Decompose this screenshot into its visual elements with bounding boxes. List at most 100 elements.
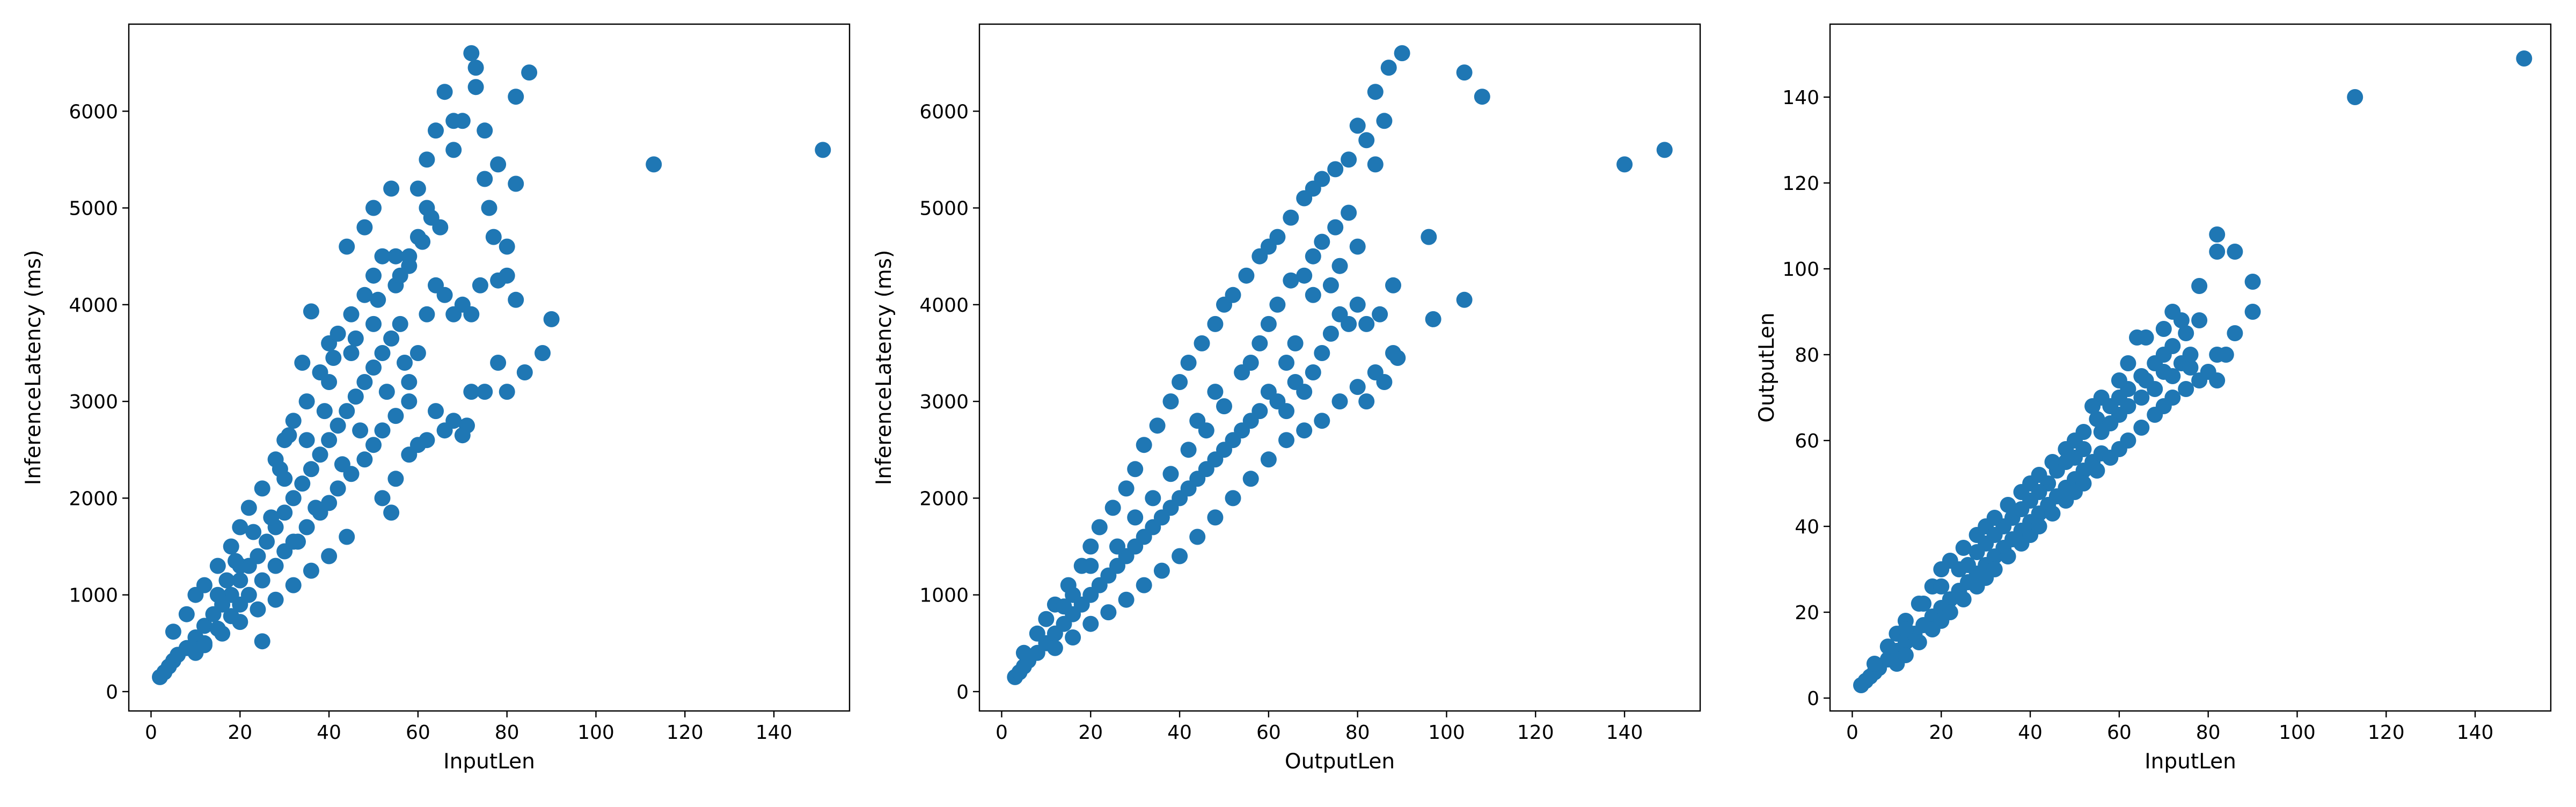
- data-point: [419, 151, 435, 168]
- x-tick-label: 60: [1256, 722, 1281, 744]
- data-point: [1897, 621, 1914, 637]
- x-tick-label: 80: [2196, 722, 2221, 744]
- x-tick-label: 20: [1078, 722, 1103, 744]
- data-point: [209, 557, 226, 574]
- x-tick-label: 40: [2018, 722, 2043, 744]
- data-point: [321, 432, 338, 449]
- data-point: [2347, 89, 2363, 105]
- data-point: [1180, 442, 1197, 458]
- data-point: [383, 504, 400, 521]
- data-point: [272, 461, 288, 478]
- data-point: [1942, 604, 1958, 620]
- data-point: [1314, 345, 1330, 361]
- data-point: [254, 480, 270, 497]
- data-point: [401, 248, 418, 265]
- data-point: [1960, 557, 1976, 573]
- data-point: [490, 156, 507, 173]
- data-point: [267, 591, 284, 608]
- data-point: [2164, 338, 2181, 354]
- data-point: [1349, 296, 1366, 313]
- data-point: [1341, 316, 1357, 332]
- data-point: [365, 200, 382, 216]
- data-point: [1955, 540, 1972, 556]
- data-point: [387, 471, 404, 487]
- data-point: [330, 417, 346, 434]
- data-point: [347, 388, 364, 405]
- y-tick-label: 5000: [69, 198, 118, 220]
- data-point: [356, 451, 373, 468]
- data-point: [1349, 379, 1366, 395]
- data-point: [1358, 316, 1375, 332]
- data-point: [1394, 45, 1410, 62]
- data-point: [1082, 557, 1099, 574]
- data-point: [1260, 384, 1277, 400]
- data-point: [267, 557, 284, 574]
- chart-1-xlabel: InputLen: [443, 750, 535, 774]
- data-point: [1358, 393, 1375, 410]
- data-point: [2218, 347, 2234, 363]
- x-tick-label: 20: [228, 722, 252, 744]
- data-point: [2164, 390, 2181, 406]
- data-point: [436, 84, 453, 100]
- data-point: [1100, 604, 1117, 621]
- data-point: [378, 384, 395, 400]
- data-point: [1915, 596, 1932, 612]
- data-point: [1149, 417, 1166, 434]
- data-point: [365, 360, 382, 376]
- data-point: [232, 572, 248, 589]
- data-point: [1456, 291, 1473, 308]
- y-tick-label: 4000: [919, 295, 969, 317]
- chart-1-points: [152, 45, 831, 685]
- data-point: [463, 45, 480, 62]
- data-point: [347, 330, 364, 347]
- data-point: [1349, 118, 1366, 134]
- x-tick-label: 100: [2279, 722, 2316, 744]
- data-point: [1127, 509, 1144, 526]
- data-point: [543, 311, 560, 327]
- data-point: [2182, 360, 2199, 376]
- data-point: [218, 572, 235, 589]
- data-point: [254, 572, 270, 589]
- data-point: [2089, 463, 2105, 479]
- data-point: [463, 384, 480, 400]
- data-point: [1305, 364, 1321, 380]
- data-point: [312, 446, 328, 463]
- data-point: [1283, 272, 1299, 289]
- data-point: [463, 306, 480, 322]
- chart-3-ylabel: OutputLen: [1755, 312, 1779, 422]
- data-point: [1372, 306, 1388, 322]
- x-tick-label: 120: [667, 722, 704, 744]
- data-point: [1104, 500, 1121, 516]
- data-point: [1207, 384, 1224, 400]
- data-point: [499, 384, 515, 400]
- data-point: [2138, 329, 2154, 346]
- data-point: [516, 364, 533, 380]
- data-point: [1118, 480, 1135, 497]
- data-point: [343, 345, 360, 361]
- data-point: [1269, 296, 1286, 313]
- data-point: [250, 548, 266, 564]
- data-point: [1216, 398, 1232, 415]
- data-point: [1656, 142, 1673, 158]
- x-tick-label: 0: [145, 722, 157, 744]
- data-point: [1456, 64, 1473, 81]
- data-point: [1367, 84, 1384, 100]
- chart-2-xlabel: OutputLen: [1285, 750, 1395, 774]
- data-point: [196, 618, 213, 634]
- data-point: [1376, 113, 1393, 129]
- x-tick-label: 80: [495, 722, 519, 744]
- data-point: [1911, 634, 1927, 650]
- data-point: [2191, 278, 2208, 294]
- data-point: [1242, 355, 1259, 371]
- data-point: [232, 614, 248, 630]
- x-tick-label: 40: [317, 722, 341, 744]
- data-point: [298, 432, 315, 449]
- y-tick-label: 120: [1782, 173, 1819, 195]
- data-point: [409, 345, 426, 361]
- data-point: [1314, 413, 1330, 429]
- data-point: [2089, 411, 2105, 427]
- data-point: [339, 238, 355, 255]
- data-point: [1180, 355, 1197, 371]
- data-point: [1242, 471, 1259, 487]
